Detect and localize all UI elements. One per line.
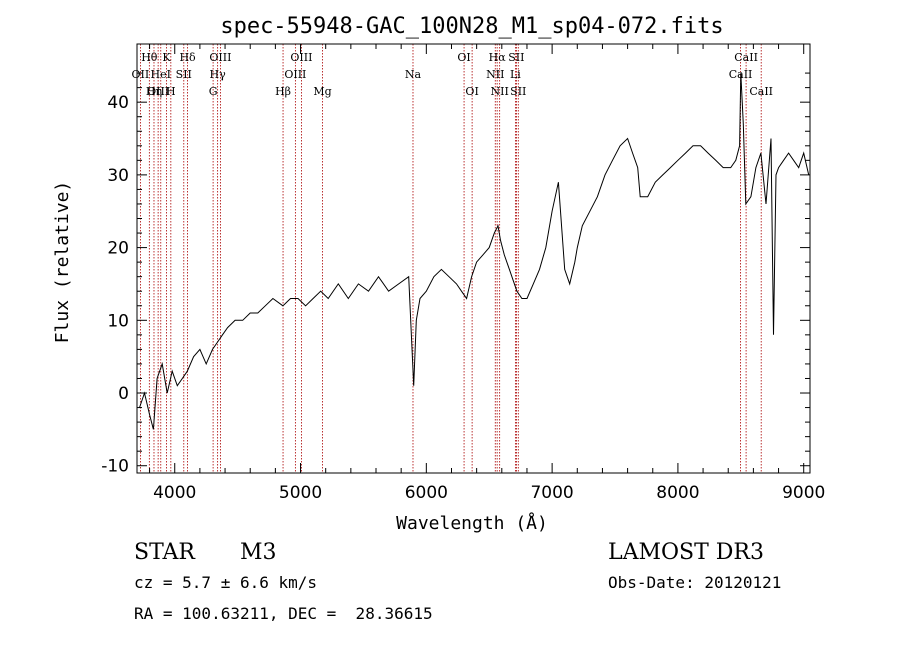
marker-label-4: HeI: [151, 68, 171, 81]
marker-label-1: OII: [132, 68, 150, 81]
coordinates-readout: RA = 100.63211, DEC = 28.36615: [134, 604, 433, 623]
marker-label-18: OI: [465, 85, 478, 98]
x-tick-label: 8000: [656, 483, 699, 503]
marker-label-17: OI: [457, 51, 470, 64]
marker-label-21: NII: [486, 68, 504, 81]
marker-label-23: NII: [491, 85, 509, 98]
y-tick-label: 0: [118, 384, 129, 404]
survey-name: LAMOST DR3: [608, 540, 764, 565]
spectrum-line: [139, 73, 810, 430]
marker-label-8: Hδ: [179, 51, 196, 64]
x-tick-label: 7000: [530, 483, 573, 503]
marker-label-11: G: [209, 85, 218, 98]
marker-label-2: OIII: [147, 85, 169, 98]
marker-label-25: CaII: [734, 51, 758, 64]
x-axis-label: Wavelength (Å): [396, 512, 548, 534]
x-tick-label: 4000: [153, 483, 196, 503]
marker-label-3: K: [162, 51, 171, 64]
observation-date: Obs-Date: 20120121: [608, 573, 782, 592]
marker-label-15: Mg: [313, 85, 331, 98]
x-tick-label: 5000: [279, 483, 322, 503]
marker-label-22: Li: [510, 68, 521, 81]
marker-label-10: Hγ: [210, 68, 227, 81]
marker-label-7: H: [166, 85, 176, 98]
object-subclass: M3: [240, 540, 277, 565]
plot-frame: [136, 43, 811, 474]
x-axis: 4000 5000 6000 7000 8000 9000: [149, 44, 825, 503]
y-tick-label: 20: [107, 239, 129, 259]
marker-label-13: OIII: [284, 68, 306, 81]
marker-label-20: SII: [508, 51, 524, 64]
x-tick-label: 9000: [782, 483, 825, 503]
marker-label-24: SII: [510, 85, 526, 98]
chart-title: spec-55948-GAC_100N28_M1_sp04-072.fits: [220, 14, 723, 39]
marker-label-6: SII: [176, 68, 192, 81]
redshift-readout: cz = 5.7 ± 6.6 km/s: [134, 573, 318, 592]
marker-label-0: Hθ: [141, 51, 158, 64]
y-tick-label: 10: [107, 311, 129, 331]
emission-line-markers: [139, 44, 762, 473]
marker-label-12: OIII: [290, 51, 312, 64]
y-tick-label: 30: [107, 166, 129, 186]
object-class: STAR: [134, 540, 195, 565]
y-tick-label: -10: [101, 457, 129, 477]
y-axis: -10 0 10 20 30 40: [101, 72, 810, 477]
marker-label-9: OIII: [209, 51, 231, 64]
marker-label-5: Hη: [146, 85, 162, 98]
y-axis-label: Flux (relative): [52, 181, 73, 344]
marker-label-16: Na: [405, 68, 422, 81]
y-tick-label: 40: [107, 93, 129, 113]
marker-label-27: CaII: [749, 85, 773, 98]
x-tick-label: 6000: [405, 483, 448, 503]
marker-label-14: Hβ: [275, 85, 291, 98]
marker-label-19: Hα: [489, 51, 507, 64]
